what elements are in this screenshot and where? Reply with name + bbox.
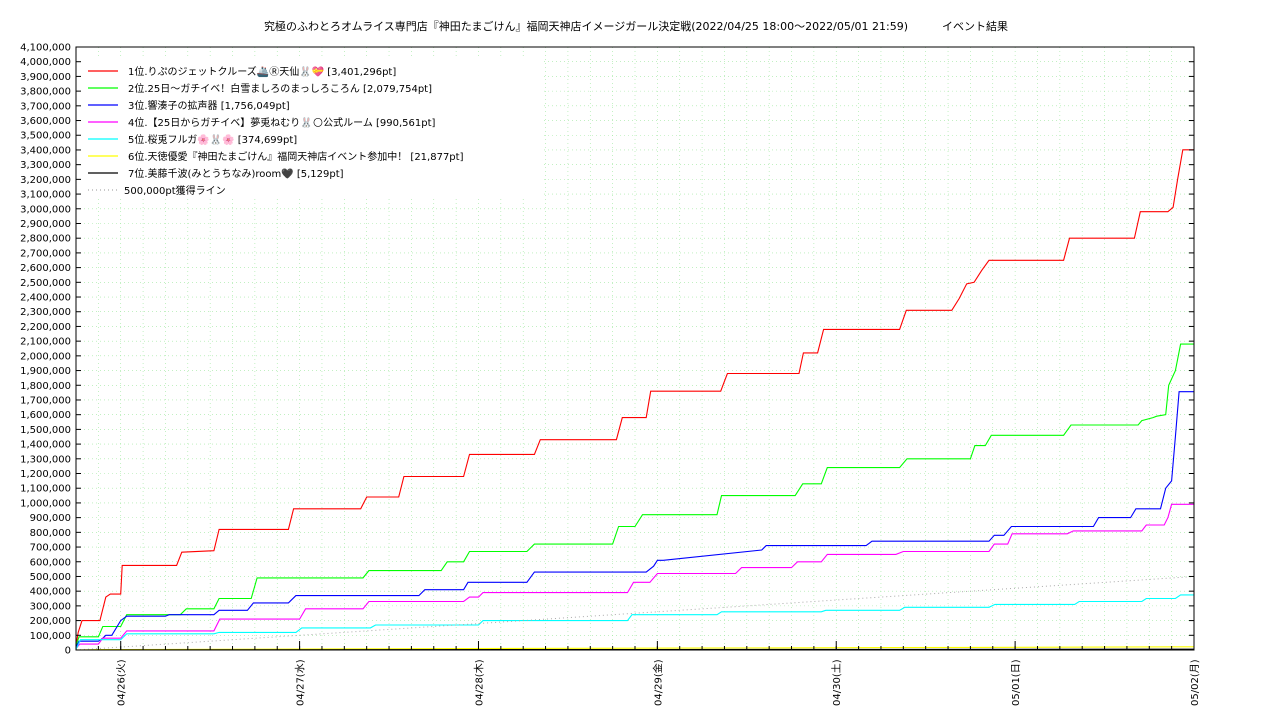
y-tick-label: 800,000 xyxy=(30,528,71,539)
y-tick-label: 1,800,000 xyxy=(20,381,71,392)
y-tick-label: 1,000,000 xyxy=(20,498,71,509)
y-tick-label: 3,300,000 xyxy=(20,160,71,171)
y-tick-label: 3,500,000 xyxy=(20,131,71,142)
y-tick-label: 3,400,000 xyxy=(20,145,71,156)
y-tick-label: 2,700,000 xyxy=(20,248,71,259)
series-line-8 xyxy=(75,576,1195,651)
x-tick-label: 04/26(火) xyxy=(116,659,128,706)
y-tick-label: 3,800,000 xyxy=(20,87,71,98)
y-tick-label: 1,200,000 xyxy=(20,469,71,480)
y-tick-label: 3,100,000 xyxy=(20,190,71,201)
y-tick-label: 2,000,000 xyxy=(20,351,71,362)
x-tick-label: 04/30(土) xyxy=(830,659,843,706)
y-tick-label: 3,200,000 xyxy=(20,175,71,186)
y-tick-label: 1,400,000 xyxy=(20,440,71,451)
y-tick-label: 200,000 xyxy=(30,616,71,627)
y-tick-label: 2,300,000 xyxy=(20,307,71,318)
y-tick-label: 2,800,000 xyxy=(20,234,71,245)
chart-title: 究極のふわとろオムライス専門店『神田たまごけん』福岡天神店イメージガール決定戦(… xyxy=(264,19,908,33)
y-tick-label: 700,000 xyxy=(30,543,71,554)
y-tick-label: 1,500,000 xyxy=(20,425,71,436)
y-tick-label: 3,900,000 xyxy=(20,72,71,83)
legend-label-3: 3位.響湊子の拡声器 [1,756,049pt] xyxy=(128,99,290,112)
x-tick-label: 04/28(木) xyxy=(473,659,485,706)
y-tick-label: 2,100,000 xyxy=(20,337,71,348)
x-tick-label: 05/02(月) xyxy=(1189,659,1201,706)
y-tick-label: 2,900,000 xyxy=(20,219,71,230)
x-tick-label: 04/27(水) xyxy=(295,659,307,706)
y-tick-label: 2,200,000 xyxy=(20,322,71,333)
legend-background xyxy=(82,57,544,199)
y-tick-label: 3,600,000 xyxy=(20,116,71,127)
legend-label-7: 7位.美藤千波(みとうちなみ)room🖤 [5,129pt] xyxy=(128,167,344,180)
series-line-2 xyxy=(75,343,1194,646)
series-line-3 xyxy=(75,391,1194,648)
axis-ticks: 0 100,000 200,000 300,000 400,000 500,000 600,… xyxy=(20,43,1201,707)
y-tick-label: 900,000 xyxy=(30,513,71,524)
y-tick-label: 3,000,000 xyxy=(20,204,71,215)
y-tick-label: 100,000 xyxy=(30,631,71,642)
y-tick-label: 4,100,000 xyxy=(20,43,71,54)
legend-label-4: 4位.【25日からガチイベ】夢兎ねむり🐰🌕公式ルーム [990,561pt] xyxy=(128,116,436,129)
series-line-5 xyxy=(75,594,1194,650)
y-tick-label: 1,700,000 xyxy=(20,395,71,406)
legend-label-6: 6位.天徳優愛『神田たまごけん』福岡天神店イベント参加中！ [21,877pt] xyxy=(128,150,464,163)
series-line-1 xyxy=(75,149,1194,646)
y-tick-label: 2,600,000 xyxy=(20,263,71,274)
x-tick-label: 04/29(金) xyxy=(651,659,664,706)
legend: 1位.りぷのジェットクルーズ🚢Ⓡ天仙🐰💝 [3,401,296pt] 2位.25日… xyxy=(88,65,464,197)
y-tick-label: 2,500,000 xyxy=(20,278,71,289)
legend-label-2: 2位.25日〜ガチイベ！白雪ましろのまっしろころん [2,079,754pt] xyxy=(128,82,432,95)
y-tick-label: 1,900,000 xyxy=(20,366,71,377)
y-tick-label: 600,000 xyxy=(30,557,71,568)
x-tick-label: 05/01(日) xyxy=(1011,659,1022,706)
y-tick-label: 1,300,000 xyxy=(20,454,71,465)
y-tick-label: 400,000 xyxy=(30,587,71,598)
legend-label-1: 1位.りぷのジェットクルーズ🚢Ⓡ天仙🐰💝 [3,401,296pt] xyxy=(128,65,396,78)
y-tick-label: 4,000,000 xyxy=(20,57,71,68)
series-line-4 xyxy=(75,503,1194,649)
y-tick-label: 3,700,000 xyxy=(20,101,71,112)
y-tick-label: 2,400,000 xyxy=(20,293,71,304)
y-tick-label: 1,100,000 xyxy=(20,484,71,495)
legend-label-5: 5位.桜兎フルガ🌸🐰🌸 [374,699pt] xyxy=(128,133,297,146)
y-tick-label: 0 xyxy=(65,646,71,657)
chart-subtitle: イベント結果 xyxy=(942,19,1008,33)
y-tick-label: 1,600,000 xyxy=(20,410,71,421)
legend-label-8: 500,000pt獲得ライン xyxy=(124,184,226,197)
y-tick-label: 300,000 xyxy=(30,601,71,612)
y-tick-label: 500,000 xyxy=(30,572,71,583)
